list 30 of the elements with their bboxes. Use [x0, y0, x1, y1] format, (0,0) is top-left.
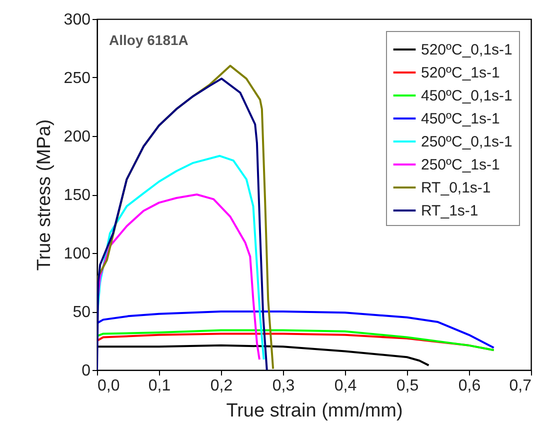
legend-label: RT_0,1s-1 [421, 180, 491, 196]
line-series [97, 310, 495, 349]
y-tick-label: 250 [64, 70, 91, 87]
legend-label: 520ºC_0,1s-1 [421, 42, 512, 58]
legend-label: 250ºC_0,1s-1 [421, 134, 512, 150]
legend-label: 450ºC_0,1s-1 [421, 88, 512, 104]
x-axis-title: True strain (mm/mm) [226, 400, 403, 422]
y-axis-title: True stress (MPa) [34, 119, 55, 271]
y-tick-label: 300 [64, 12, 91, 28]
y-tick-label: 50 [72, 304, 91, 321]
x-tick-label: 0,4 [334, 378, 357, 394]
x-tick-label: 0,0 [98, 378, 120, 394]
x-tick-label: 0,7 [509, 378, 532, 394]
x-tick-label: 0,1 [148, 378, 171, 394]
y-tick-label: 150 [64, 187, 91, 204]
x-tick-label: 0,6 [458, 378, 481, 394]
line-series [97, 154, 265, 360]
x-tick-label: 0,5 [396, 378, 419, 394]
y-tick-label: 0 [82, 362, 91, 380]
y-tick-label: 200 [64, 128, 91, 146]
legend-label: 450ºC_1s-1 [421, 110, 500, 128]
legend-label: 520ºC_1s-1 [421, 64, 500, 82]
legend-label: RT_1s-1 [421, 202, 478, 220]
x-tick-label: 0,2 [210, 378, 233, 394]
line-series [97, 194, 260, 360]
y-tick-label: 100 [64, 246, 91, 262]
x-tick-label: 0,3 [272, 378, 295, 394]
line-series [97, 329, 495, 352]
legend-label: 250ºC_1s-1 [421, 156, 500, 174]
annotation: Alloy 6181A [109, 32, 188, 48]
